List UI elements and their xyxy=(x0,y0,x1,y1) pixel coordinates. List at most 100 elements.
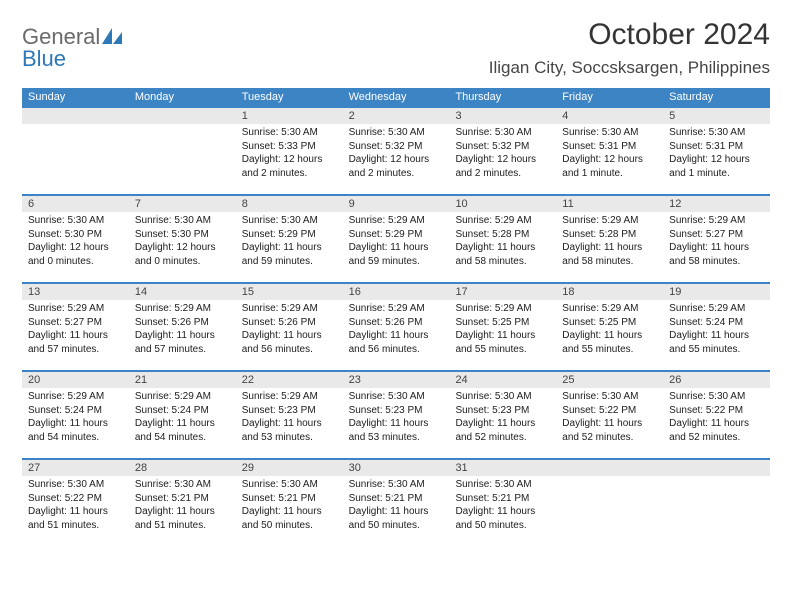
day-number: 21 xyxy=(129,372,236,388)
day-number: 12 xyxy=(663,196,770,212)
daylight-line: Daylight: 11 hours and 52 minutes. xyxy=(669,417,764,444)
sunrise-line: Sunrise: 5:30 AM xyxy=(669,390,764,404)
sunrise-line: Sunrise: 5:30 AM xyxy=(135,214,230,228)
calendar-cell: 5Sunrise: 5:30 AMSunset: 5:31 PMDaylight… xyxy=(663,108,770,194)
day-number: 22 xyxy=(236,372,343,388)
calendar-cell xyxy=(663,460,770,546)
day-number: 26 xyxy=(663,372,770,388)
sunrise-line: Sunrise: 5:29 AM xyxy=(562,214,657,228)
daylight-line: Daylight: 11 hours and 59 minutes. xyxy=(349,241,444,268)
page-title: October 2024 xyxy=(489,18,770,52)
calendar-cell xyxy=(22,108,129,194)
sunset-line: Sunset: 5:32 PM xyxy=(349,140,444,154)
sunset-line: Sunset: 5:22 PM xyxy=(669,404,764,418)
cell-body: Sunrise: 5:29 AMSunset: 5:26 PMDaylight:… xyxy=(343,300,450,360)
calendar-cell: 4Sunrise: 5:30 AMSunset: 5:31 PMDaylight… xyxy=(556,108,663,194)
sunrise-line: Sunrise: 5:30 AM xyxy=(242,126,337,140)
cell-body: Sunrise: 5:30 AMSunset: 5:23 PMDaylight:… xyxy=(449,388,556,448)
day-number: 1 xyxy=(236,108,343,124)
day-number: 24 xyxy=(449,372,556,388)
day-header: Saturday xyxy=(663,88,770,108)
cell-body: Sunrise: 5:30 AMSunset: 5:33 PMDaylight:… xyxy=(236,124,343,184)
sunrise-line: Sunrise: 5:30 AM xyxy=(242,478,337,492)
sunset-line: Sunset: 5:28 PM xyxy=(455,228,550,242)
week-row: 1Sunrise: 5:30 AMSunset: 5:33 PMDaylight… xyxy=(22,108,770,194)
calendar-cell: 26 Sunrise: 5:30 AMSunset: 5:22 PMDayligh… xyxy=(663,372,770,458)
sunset-line: Sunset: 5:23 PM xyxy=(349,404,444,418)
calendar-cell: 19Sunrise: 5:29 AMSunset: 5:24 PMDayligh… xyxy=(663,284,770,370)
daylight-line: Daylight: 12 hours and 2 minutes. xyxy=(455,153,550,180)
daylight-line: Daylight: 11 hours and 51 minutes. xyxy=(28,505,123,532)
sunset-line: Sunset: 5:27 PM xyxy=(669,228,764,242)
cell-body xyxy=(556,476,663,536)
cell-body: Sunrise: 5:29 AMSunset: 5:24 PMDaylight:… xyxy=(663,300,770,360)
sunrise-line: Sunrise: 5:29 AM xyxy=(349,214,444,228)
sunrise-line: Sunrise: 5:30 AM xyxy=(28,478,123,492)
sunset-line: Sunset: 5:24 PM xyxy=(28,404,123,418)
calendar-cell: 20Sunrise: 5:29 AMSunset: 5:24 PMDayligh… xyxy=(22,372,129,458)
sunrise-line: Sunrise: 5:30 AM xyxy=(562,390,657,404)
sunset-line: Sunset: 5:28 PM xyxy=(562,228,657,242)
sunset-line: Sunset: 5:24 PM xyxy=(669,316,764,330)
daylight-line: Daylight: 11 hours and 52 minutes. xyxy=(455,417,550,444)
logo-text: General Blue xyxy=(22,26,122,70)
calendar-cell: 28Sunrise: 5:30 AMSunset: 5:21 PMDayligh… xyxy=(129,460,236,546)
day-number: 3 xyxy=(449,108,556,124)
calendar-cell xyxy=(129,108,236,194)
daylight-line: Daylight: 11 hours and 57 minutes. xyxy=(135,329,230,356)
sunrise-line: Sunrise: 5:30 AM xyxy=(455,478,550,492)
day-number: 16 xyxy=(343,284,450,300)
cell-body: Sunrise: 5:29 AMSunset: 5:26 PMDaylight:… xyxy=(236,300,343,360)
sunrise-line: Sunrise: 5:30 AM xyxy=(242,214,337,228)
sunrise-line: Sunrise: 5:29 AM xyxy=(28,302,123,316)
sunrise-line: Sunrise: 5:30 AM xyxy=(349,390,444,404)
day-header: Tuesday xyxy=(236,88,343,108)
sunset-line: Sunset: 5:30 PM xyxy=(135,228,230,242)
cell-body: Sunrise: 5:30 AMSunset: 5:32 PMDaylight:… xyxy=(449,124,556,184)
sunset-line: Sunset: 5:26 PM xyxy=(242,316,337,330)
daylight-line: Daylight: 11 hours and 54 minutes. xyxy=(28,417,123,444)
calendar-cell: 18Sunrise: 5:29 AMSunset: 5:25 PMDayligh… xyxy=(556,284,663,370)
cell-body: Sunrise: 5:29 AMSunset: 5:24 PMDaylight:… xyxy=(129,388,236,448)
calendar-cell: 11Sunrise: 5:29 AMSunset: 5:28 PMDayligh… xyxy=(556,196,663,282)
calendar-cell xyxy=(556,460,663,546)
daylight-line: Daylight: 11 hours and 57 minutes. xyxy=(28,329,123,356)
day-number: 5 xyxy=(663,108,770,124)
calendar-grid: SundayMondayTuesdayWednesdayThursdayFrid… xyxy=(22,88,770,546)
sunset-line: Sunset: 5:24 PM xyxy=(135,404,230,418)
calendar-cell: 3Sunrise: 5:30 AMSunset: 5:32 PMDaylight… xyxy=(449,108,556,194)
daylight-line: Daylight: 11 hours and 59 minutes. xyxy=(242,241,337,268)
cell-body: Sunrise: 5:29 AMSunset: 5:23 PMDaylight:… xyxy=(236,388,343,448)
sunrise-line: Sunrise: 5:29 AM xyxy=(135,390,230,404)
daylight-line: Daylight: 11 hours and 50 minutes. xyxy=(349,505,444,532)
calendar-cell: 1Sunrise: 5:30 AMSunset: 5:33 PMDaylight… xyxy=(236,108,343,194)
sunset-line: Sunset: 5:30 PM xyxy=(28,228,123,242)
day-number xyxy=(22,108,129,124)
daylight-line: Daylight: 12 hours and 0 minutes. xyxy=(135,241,230,268)
cell-body: Sunrise: 5:30 AMSunset: 5:23 PMDaylight:… xyxy=(343,388,450,448)
sunrise-line: Sunrise: 5:30 AM xyxy=(135,478,230,492)
cell-body: Sunrise: 5:30 AMSunset: 5:22 PMDaylight:… xyxy=(22,476,129,536)
week-row: 6Sunrise: 5:30 AMSunset: 5:30 PMDaylight… xyxy=(22,194,770,282)
day-number xyxy=(129,108,236,124)
sunrise-line: Sunrise: 5:29 AM xyxy=(135,302,230,316)
sunset-line: Sunset: 5:31 PM xyxy=(669,140,764,154)
day-number: 6 xyxy=(22,196,129,212)
cell-body: Sunrise: 5:29 AMSunset: 5:25 PMDaylight:… xyxy=(449,300,556,360)
calendar-page: General Blue October 2024 Iligan City, S… xyxy=(0,0,792,564)
day-header-row: SundayMondayTuesdayWednesdayThursdayFrid… xyxy=(22,88,770,108)
cell-body: Sunrise: 5:30 AMSunset: 5:22 PMDaylight:… xyxy=(556,388,663,448)
daylight-line: Daylight: 11 hours and 51 minutes. xyxy=(135,505,230,532)
day-number: 7 xyxy=(129,196,236,212)
sunset-line: Sunset: 5:26 PM xyxy=(349,316,444,330)
sunrise-line: Sunrise: 5:29 AM xyxy=(562,302,657,316)
calendar-cell: 17Sunrise: 5:29 AMSunset: 5:25 PMDayligh… xyxy=(449,284,556,370)
cell-body xyxy=(129,124,236,184)
daylight-line: Daylight: 11 hours and 50 minutes. xyxy=(455,505,550,532)
daylight-line: Daylight: 11 hours and 58 minutes. xyxy=(455,241,550,268)
calendar-cell: 2Sunrise: 5:30 AMSunset: 5:32 PMDaylight… xyxy=(343,108,450,194)
daylight-line: Daylight: 12 hours and 2 minutes. xyxy=(349,153,444,180)
weeks-container: 1Sunrise: 5:30 AMSunset: 5:33 PMDaylight… xyxy=(22,108,770,546)
sunset-line: Sunset: 5:32 PM xyxy=(455,140,550,154)
day-number: 29 xyxy=(236,460,343,476)
